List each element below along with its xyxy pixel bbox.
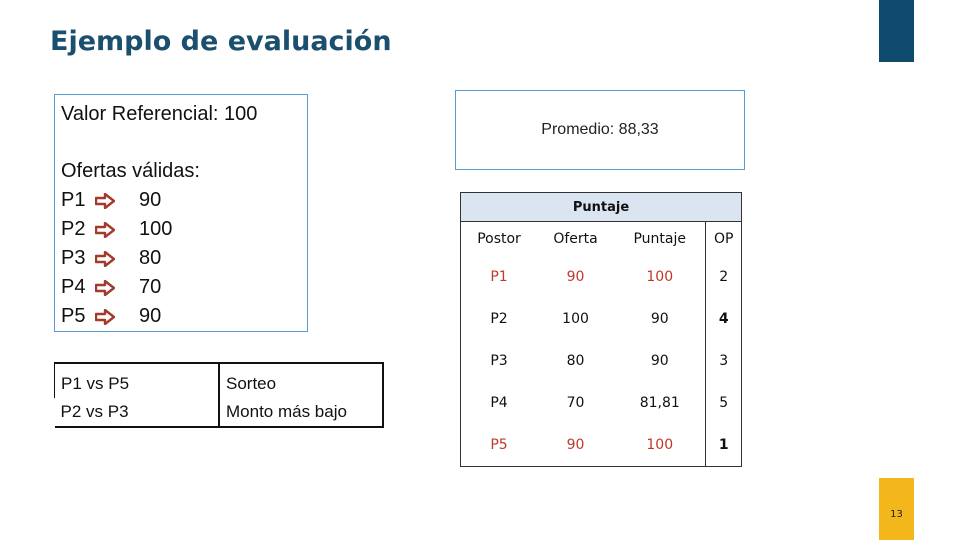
offer-postor: P2 (61, 218, 86, 240)
table-row: P3 80 90 3 (461, 340, 742, 382)
offer-item: P2 100 (61, 215, 307, 244)
arrow-right-icon (95, 250, 139, 267)
criterio-cell: Monto más bajo (218, 398, 384, 428)
postor-cell: P1 (490, 269, 508, 285)
oferta-cell: 70 (566, 395, 585, 411)
table-row: P2 vs P3 Monto más bajo (54, 398, 384, 428)
oferta-cell: 80 (566, 353, 585, 369)
puntaje-cell: 90 (650, 353, 669, 369)
table-row: P4 70 81,81 5 (461, 382, 742, 424)
puntaje-cell: 81,81 (639, 395, 680, 411)
offer-item: P1 90 (61, 186, 307, 215)
column-header: OP (705, 221, 742, 256)
offer-postor: P3 (61, 247, 86, 269)
op-cell: 4 (705, 298, 742, 340)
table-row: P1 vs P5 Sorteo (54, 362, 384, 398)
accent-bar-bottom (879, 478, 914, 540)
column-header: Puntaje (633, 231, 686, 247)
column-header: Postor (477, 231, 521, 247)
op-cell: 2 (705, 256, 742, 298)
offer-value: 90 (139, 189, 162, 211)
score-table-title: Puntaje (460, 192, 742, 222)
table-row: P1 90 100 2 (461, 256, 742, 298)
offer-item: P4 70 (61, 273, 307, 302)
puntaje-cell: 100 (646, 269, 674, 285)
accent-bar-top (879, 0, 914, 62)
postor-cell: P5 (490, 437, 508, 453)
oferta-cell: 90 (566, 269, 585, 285)
score-table: Puntaje Postor Oferta Puntaje OP P1 90 1… (460, 192, 742, 467)
offer-item: P5 90 (61, 302, 307, 331)
offer-value: 100 (139, 218, 173, 240)
op-cell: 1 (705, 424, 742, 467)
criterio-cell: Sorteo (218, 362, 384, 398)
arrow-right-icon (95, 308, 139, 325)
pair-cell: P1 vs P5 (54, 362, 219, 398)
offer-item: P3 80 (61, 244, 307, 273)
oferta-cell: 100 (562, 311, 589, 327)
arrow-right-icon (95, 192, 139, 209)
column-header: Oferta (553, 231, 598, 247)
offer-value: 70 (139, 276, 162, 298)
pair-cell: P2 vs P3 (54, 398, 219, 428)
offers-box: Valor Referencial: 100 Ofertas válidas: … (54, 94, 308, 332)
score-table-header-row: Postor Oferta Puntaje OP (461, 221, 742, 256)
postor-cell: P3 (490, 353, 508, 369)
valor-referencial: Valor Referencial: 100 (61, 103, 258, 125)
oferta-cell: 90 (566, 437, 585, 453)
score-table-title-row: Puntaje (460, 192, 742, 222)
table-row: P2 100 90 4 (461, 298, 742, 340)
page-title: Ejemplo de evaluación (50, 26, 392, 57)
offer-postor: P5 (61, 305, 86, 327)
postor-cell: P2 (490, 311, 508, 327)
op-cell: 3 (705, 340, 742, 382)
arrow-right-icon (95, 279, 139, 296)
tiebreak-table: P1 vs P5 Sorteo P2 vs P3 Monto más bajo (54, 362, 384, 428)
offer-value: 80 (139, 247, 162, 269)
puntaje-cell: 90 (650, 311, 669, 327)
ofertas-label: Ofertas válidas: (61, 160, 200, 182)
table-row: P5 90 100 1 (461, 424, 742, 467)
offer-postor: P1 (61, 189, 86, 211)
arrow-right-icon (95, 221, 139, 238)
promedio-box: Promedio: 88,33 (455, 90, 745, 170)
promedio-text: Promedio: 88,33 (541, 121, 659, 138)
puntaje-cell: 100 (646, 437, 674, 453)
slide-number: 13 (890, 509, 903, 520)
offer-value: 90 (139, 305, 162, 327)
postor-cell: P4 (490, 395, 508, 411)
op-cell: 5 (705, 382, 742, 424)
offer-postor: P4 (61, 276, 86, 298)
